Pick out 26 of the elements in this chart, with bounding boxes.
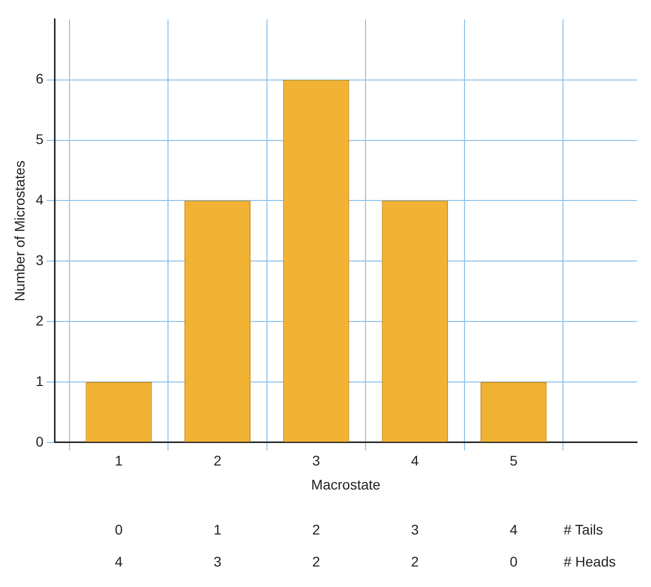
y-tick-label: 1	[36, 372, 44, 389]
x-tick-label: 4	[410, 452, 419, 469]
x-tick-label: 2	[214, 452, 222, 469]
text: 0	[510, 553, 518, 570]
text: # Tails	[564, 521, 604, 538]
text: 3	[214, 553, 222, 570]
text: 4	[114, 553, 123, 570]
text: 2	[312, 553, 320, 570]
text: # Heads	[564, 553, 616, 570]
text: 2	[312, 521, 320, 538]
x-tick-label: 3	[312, 452, 320, 469]
x-tick-label: 5	[510, 452, 518, 469]
x-tick-label: 1	[114, 452, 123, 469]
y-tick-label: 5	[36, 131, 44, 148]
text: 1	[214, 521, 222, 538]
text: 2	[410, 553, 419, 570]
text: 0	[114, 521, 123, 538]
y-tick-label: 0	[36, 433, 44, 450]
y-axis-title: Number of Microstates	[11, 160, 28, 302]
text: 4	[510, 521, 518, 538]
x-axis-title: Macrostate	[311, 476, 381, 492]
y-tick-label: 3	[36, 252, 44, 268]
y-tick-label: 2	[36, 312, 44, 328]
y-tick-label: 6	[36, 70, 44, 87]
text: 3	[410, 521, 419, 538]
y-tick-label: 4	[36, 192, 44, 208]
